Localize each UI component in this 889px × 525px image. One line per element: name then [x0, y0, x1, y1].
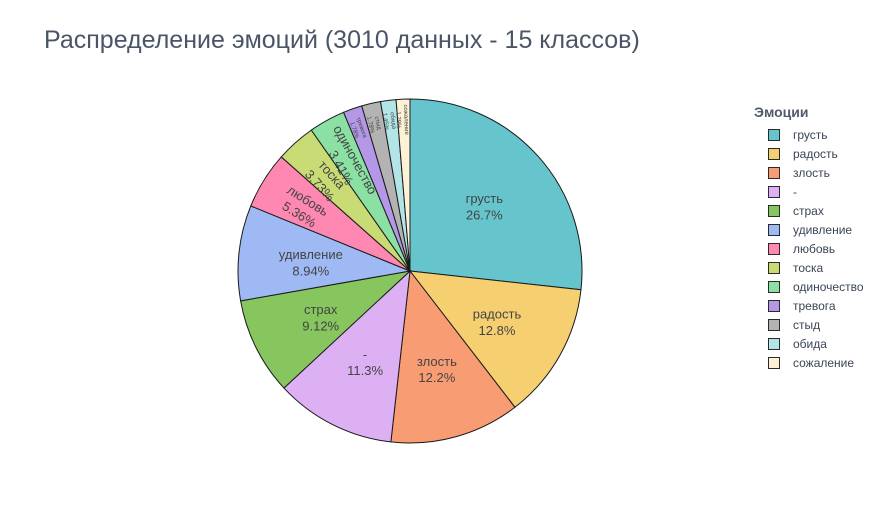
slice-label-percent: 8.94% [292, 263, 329, 278]
legend-item[interactable]: сожаление [768, 353, 864, 372]
slice-label-percent: 12.2% [418, 370, 455, 385]
legend-swatch [768, 356, 780, 369]
legend-label: страх [793, 203, 824, 218]
legend-item[interactable]: грусть [768, 125, 864, 144]
legend-label: сожаление [793, 355, 855, 370]
legend-item[interactable]: тоска [768, 258, 864, 277]
pie-slice[interactable] [390, 269, 516, 444]
legend-item[interactable]: любовь [768, 239, 864, 258]
slice-label: обида1.45% [381, 112, 397, 131]
slice-label-name: страх [304, 302, 338, 317]
legend-label: тревога [793, 298, 836, 313]
legend-swatch [768, 166, 780, 179]
legend-label: грусть [793, 127, 828, 142]
legend-swatch [768, 280, 780, 293]
slice-label-name: грусть [466, 191, 504, 206]
slice-label-percent: 1.78% [365, 116, 375, 135]
legend-swatch [768, 223, 780, 236]
slice-label-name: обида [388, 112, 396, 130]
legend-item[interactable]: страх [768, 201, 864, 220]
pie-slice[interactable] [408, 270, 582, 408]
slice-label: стыд1.78% [365, 114, 382, 134]
legend-label: злость [793, 165, 830, 180]
legend-item[interactable]: - [768, 182, 864, 201]
legend-swatch [768, 147, 780, 160]
legend-item[interactable]: злость [768, 163, 864, 182]
legend-swatch [768, 337, 780, 350]
legend-label: обида [793, 336, 827, 351]
legend-item[interactable]: тревога [768, 296, 864, 315]
pie-slice[interactable] [283, 269, 411, 443]
slice-label: злость 12.2% [417, 354, 457, 385]
slice-label: удивление 8.94% [279, 247, 343, 278]
legend-label: одиночество [793, 279, 864, 294]
legend-swatch [768, 261, 780, 274]
legend-label: тоска [793, 260, 824, 275]
slice-label: радость 12.8% [473, 307, 522, 338]
legend-swatch [768, 318, 780, 331]
legend-item[interactable]: обида [768, 334, 864, 353]
slice-label: сожаление1.29% [394, 104, 409, 136]
slice-label-name: стыд [373, 116, 382, 131]
slice-label-name: сожаление [402, 104, 409, 135]
slice-label-percent: 11.3% [347, 363, 383, 378]
slice-label: грусть 26.7% [466, 191, 504, 222]
pie-slice[interactable] [409, 98, 583, 291]
legend-swatch [768, 128, 780, 141]
legend-swatch [768, 185, 780, 198]
slice-label-percent: 1.78% [348, 121, 360, 140]
legend-swatch [768, 242, 780, 255]
chart-title: Распределение эмоций (3010 данных - 15 к… [44, 26, 640, 54]
pie-slice[interactable] [395, 98, 411, 272]
legend: Эмоции грусть радость злость - страх удивлени… [754, 104, 864, 372]
slice-label-name: - [363, 347, 367, 362]
slice-label-name: радость [473, 307, 522, 322]
legend-item[interactable]: удивление [768, 220, 864, 239]
legend-item[interactable]: радость [768, 144, 864, 163]
legend-label: удивление [793, 222, 853, 237]
legend-title: Эмоции [754, 104, 809, 120]
legend-label: - [793, 184, 797, 199]
legend-label: стыд [793, 317, 821, 332]
slice-label-percent: 12.8% [479, 323, 516, 338]
slice-label: страх 9.12% [302, 302, 339, 333]
slice-label-name: удивление [279, 247, 343, 262]
legend-label: любовь [793, 241, 836, 256]
legend-item[interactable]: стыд [768, 315, 864, 334]
slice-label: -11.3% [347, 347, 383, 378]
pie-slice[interactable] [240, 270, 412, 389]
slice-label-percent: 1.45% [381, 113, 389, 131]
pie-slice[interactable] [237, 205, 412, 302]
legend-swatch [768, 299, 780, 312]
slice-label-percent: 26.7% [466, 207, 503, 222]
slice-label-percent: 1.29% [395, 111, 402, 129]
slice-label-percent: 9.12% [302, 318, 339, 333]
legend-items: грусть радость злость - страх удивление любовь… [754, 125, 864, 372]
legend-item[interactable]: одиночество [768, 277, 864, 296]
legend-swatch [768, 204, 780, 217]
legend-label: радость [793, 146, 838, 161]
slice-label-name: злость [417, 354, 457, 369]
